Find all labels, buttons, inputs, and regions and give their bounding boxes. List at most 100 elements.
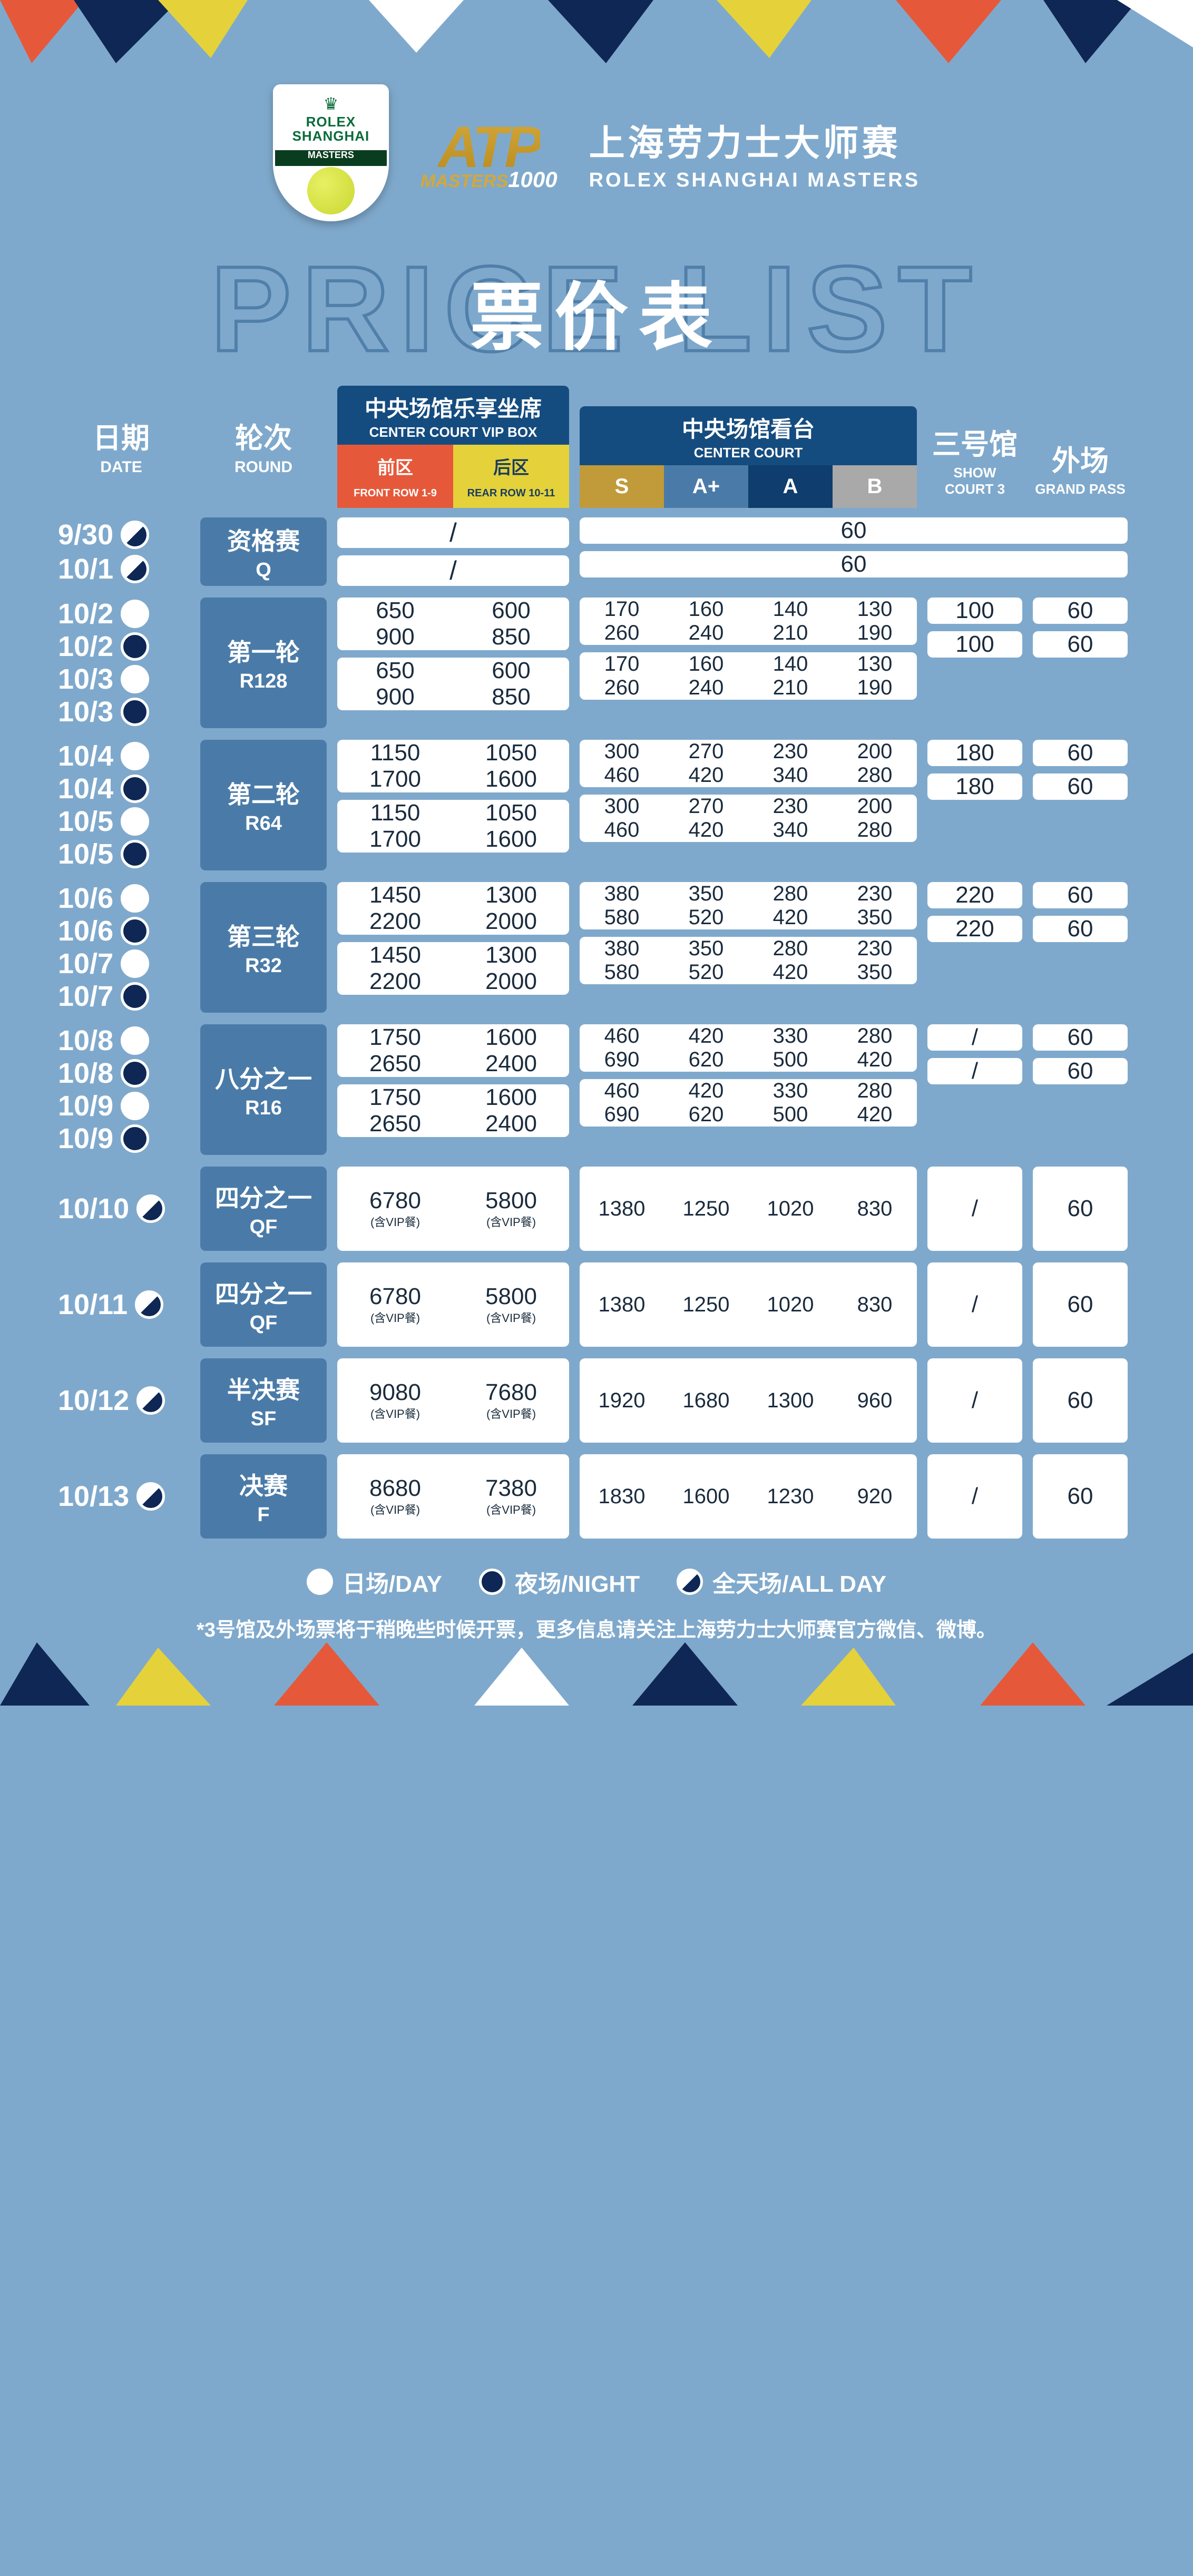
price-value: 330 bbox=[748, 1024, 833, 1048]
price-value: 420 bbox=[664, 1079, 748, 1103]
price-value: 2200 bbox=[337, 968, 453, 995]
shield-line3: MASTERS bbox=[308, 150, 354, 161]
price-value: 460 bbox=[580, 1024, 664, 1048]
price-cell: 60 bbox=[1033, 882, 1128, 908]
date-label: 10/7 bbox=[58, 947, 113, 980]
date-label: 10/7 bbox=[58, 980, 113, 1013]
round-cn: 第二轮 bbox=[227, 776, 300, 810]
round-cell: 第三轮 R32 bbox=[200, 882, 327, 1013]
round-cn: 第一轮 bbox=[227, 633, 300, 668]
day-icon bbox=[121, 1092, 149, 1120]
price-cell: 60 bbox=[580, 517, 1128, 544]
round-en: R16 bbox=[245, 1097, 282, 1120]
price-cell: 60 bbox=[1033, 1358, 1128, 1443]
price-cell: 60 bbox=[1033, 598, 1128, 624]
th-round: 轮次 ROUND bbox=[200, 415, 327, 508]
day-icon bbox=[121, 807, 149, 836]
round-cn: 资格赛 bbox=[227, 522, 300, 557]
price-value: 210 bbox=[748, 621, 833, 645]
date-row: 9/30 bbox=[53, 518, 190, 551]
price-cell: 60 bbox=[1033, 1058, 1128, 1084]
price-value: 1680 bbox=[664, 1389, 748, 1413]
price-value: 1600 bbox=[453, 1024, 569, 1051]
all-icon bbox=[135, 1290, 163, 1319]
round-en: QF bbox=[250, 1216, 278, 1239]
price-cell: 380350280230 580520420350 bbox=[580, 882, 917, 929]
day-icon bbox=[121, 884, 149, 913]
price-value: 2000 bbox=[453, 908, 569, 935]
price-value: 160 bbox=[664, 652, 748, 676]
all-icon bbox=[121, 521, 149, 549]
price-cell: 60 bbox=[580, 551, 1128, 577]
price-cell: 9080(含VIP餐)7680(含VIP餐) bbox=[337, 1358, 569, 1443]
price-value: 1300 bbox=[453, 942, 569, 968]
vip-meal-note: (含VIP餐) bbox=[453, 1501, 569, 1517]
geometric-border-bottom bbox=[0, 1642, 1193, 1706]
price-value: 260 bbox=[580, 676, 664, 700]
vip-meal-note: (含VIP餐) bbox=[453, 1309, 569, 1326]
round-cell: 第二轮 R64 bbox=[200, 740, 327, 870]
price-value: 160 bbox=[664, 598, 748, 621]
date-row: 10/8 bbox=[53, 1024, 190, 1057]
event-title: 上海劳力士大师赛 ROLEX SHANGHAI MASTERS bbox=[589, 114, 920, 192]
price-cell: 183016001230920 bbox=[580, 1454, 917, 1539]
price-value: 190 bbox=[833, 621, 917, 645]
date-label: 10/3 bbox=[58, 663, 113, 696]
vip-meal-note: (含VIP餐) bbox=[337, 1213, 453, 1230]
date-label: 10/4 bbox=[58, 740, 113, 772]
price-value: 650 bbox=[337, 598, 453, 624]
day-icon bbox=[121, 665, 149, 693]
th-date: 日期 DATE bbox=[53, 415, 190, 508]
price-value: 190 bbox=[833, 676, 917, 700]
price-value: 130 bbox=[833, 652, 917, 676]
round-en: SF bbox=[251, 1408, 277, 1431]
table-body: 9/3010/1 资格赛 Q // 6060 10/2 10/2 10/3 10… bbox=[53, 517, 1140, 1539]
date-label: 10/6 bbox=[58, 882, 113, 915]
price-value: 690 bbox=[580, 1048, 664, 1072]
price-value: 650 bbox=[337, 658, 453, 684]
round-en: R128 bbox=[240, 670, 288, 693]
price-value: 1700 bbox=[337, 826, 453, 853]
price-value: 1230 bbox=[748, 1485, 833, 1509]
block-qf-10/10: 10/10 四分之一 QF 6780(含VIP餐)5800(含VIP餐) 138… bbox=[53, 1167, 1140, 1251]
price-value: 380 bbox=[580, 882, 664, 906]
all-icon bbox=[121, 555, 149, 583]
round-cn: 四分之一 bbox=[215, 1179, 312, 1214]
session-legend: 日场/DAY 夜场/NIGHT 全天场/ALL DAY bbox=[0, 1565, 1193, 1599]
price-cell: 17501600 26502400 bbox=[337, 1084, 569, 1137]
price-value: 900 bbox=[337, 624, 453, 650]
date-row: 10/11 bbox=[53, 1288, 190, 1321]
price-value: 1300 bbox=[748, 1389, 833, 1413]
price-value: 2650 bbox=[337, 1051, 453, 1077]
all-icon bbox=[136, 1482, 165, 1511]
day-icon bbox=[307, 1569, 333, 1595]
price-cell: 14501300 22002000 bbox=[337, 942, 569, 995]
price-cell: 60 bbox=[1033, 916, 1128, 942]
date-label: 10/12 bbox=[58, 1384, 129, 1417]
price-value: 350 bbox=[664, 937, 748, 961]
block-r128: 10/2 10/2 10/3 10/3 第一轮 R128 650600 9008… bbox=[53, 598, 1140, 728]
price-value: 350 bbox=[833, 961, 917, 984]
price-cell: 220 bbox=[927, 916, 1022, 942]
price-value: 9080 bbox=[337, 1379, 453, 1406]
price-value: 1150 bbox=[337, 740, 453, 766]
date-label: 10/9 bbox=[58, 1122, 113, 1155]
price-value: 6780 bbox=[337, 1284, 453, 1310]
price-value: 7380 bbox=[453, 1475, 569, 1502]
price-value: 1300 bbox=[453, 882, 569, 908]
price-value: 420 bbox=[664, 763, 748, 787]
price-value: 7680 bbox=[453, 1379, 569, 1406]
date-label: 10/13 bbox=[58, 1480, 129, 1513]
price-value: 920 bbox=[833, 1485, 917, 1509]
price-value: 620 bbox=[664, 1103, 748, 1127]
price-cell: 300270230200 460420340280 bbox=[580, 740, 917, 787]
date-row: 10/6 bbox=[53, 882, 190, 915]
round-en: R64 bbox=[245, 812, 282, 835]
shield-line2: SHANGHAI bbox=[292, 128, 370, 144]
price-value: 420 bbox=[748, 906, 833, 929]
th-show-court-3: 三号馆 SHOW COURT 3 bbox=[927, 421, 1022, 508]
round-cell: 决赛 F bbox=[200, 1454, 327, 1539]
price-cell: 11501050 17001600 bbox=[337, 800, 569, 853]
date-row: 10/3 bbox=[53, 663, 190, 696]
price-value: 280 bbox=[833, 763, 917, 787]
